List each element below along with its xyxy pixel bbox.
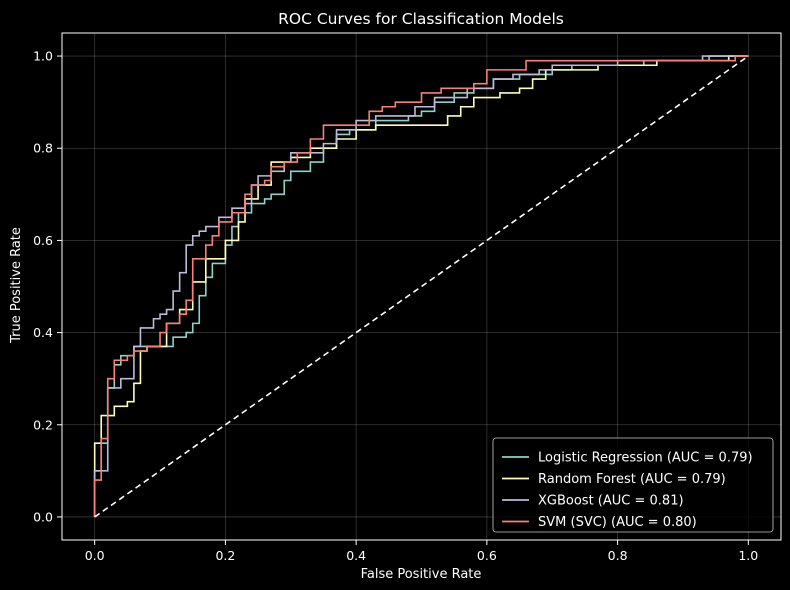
plot-frame — [61, 32, 782, 541]
grid — [62, 33, 781, 540]
x-tick-label: 0.8 — [608, 548, 628, 563]
y-tick-label: 0.6 — [33, 233, 53, 248]
roc-curve-4 — [93, 55, 749, 517]
y-tick-label: 0.0 — [33, 509, 53, 524]
x-axis-label: False Positive Rate — [361, 567, 482, 582]
x-tick-label: 0.2 — [215, 548, 235, 563]
diagonal-reference-line — [94, 55, 749, 518]
chart-title: ROC Curves for Classification Models — [278, 10, 564, 28]
legend-label: Random Forest (AUC = 0.79) — [538, 472, 726, 487]
legend-label: XGBoost (AUC = 0.81) — [538, 494, 684, 509]
roc-curve-2 — [93, 55, 749, 517]
y-tick-label: 0.4 — [33, 325, 53, 340]
x-tick-label: 1.0 — [738, 548, 758, 563]
y-tick-label: 0.2 — [33, 417, 53, 432]
axis-ticks: 0.0 0.2 0.4 0.6 0.8 1.0 0.0 0.2 0.4 0.6 0.8 1.0 — [33, 49, 758, 563]
legend-label: Logistic Regression (AUC = 0.79) — [538, 451, 753, 466]
x-tick-label: 0.6 — [477, 548, 497, 563]
legend-box — [492, 437, 774, 533]
y-tick-label: 1.0 — [33, 49, 53, 64]
legend: Logistic Regression (AUC = 0.79) Random F… — [492, 437, 774, 533]
x-tick-label: 0.0 — [85, 548, 105, 563]
series-lines — [93, 55, 749, 518]
y-axis-label: True Positive Rate — [9, 227, 24, 344]
y-tick-label: 0.8 — [33, 141, 53, 156]
x-tick-label: 0.4 — [346, 548, 366, 563]
legend-label: SVM (SVC) (AUC = 0.80) — [538, 515, 697, 530]
